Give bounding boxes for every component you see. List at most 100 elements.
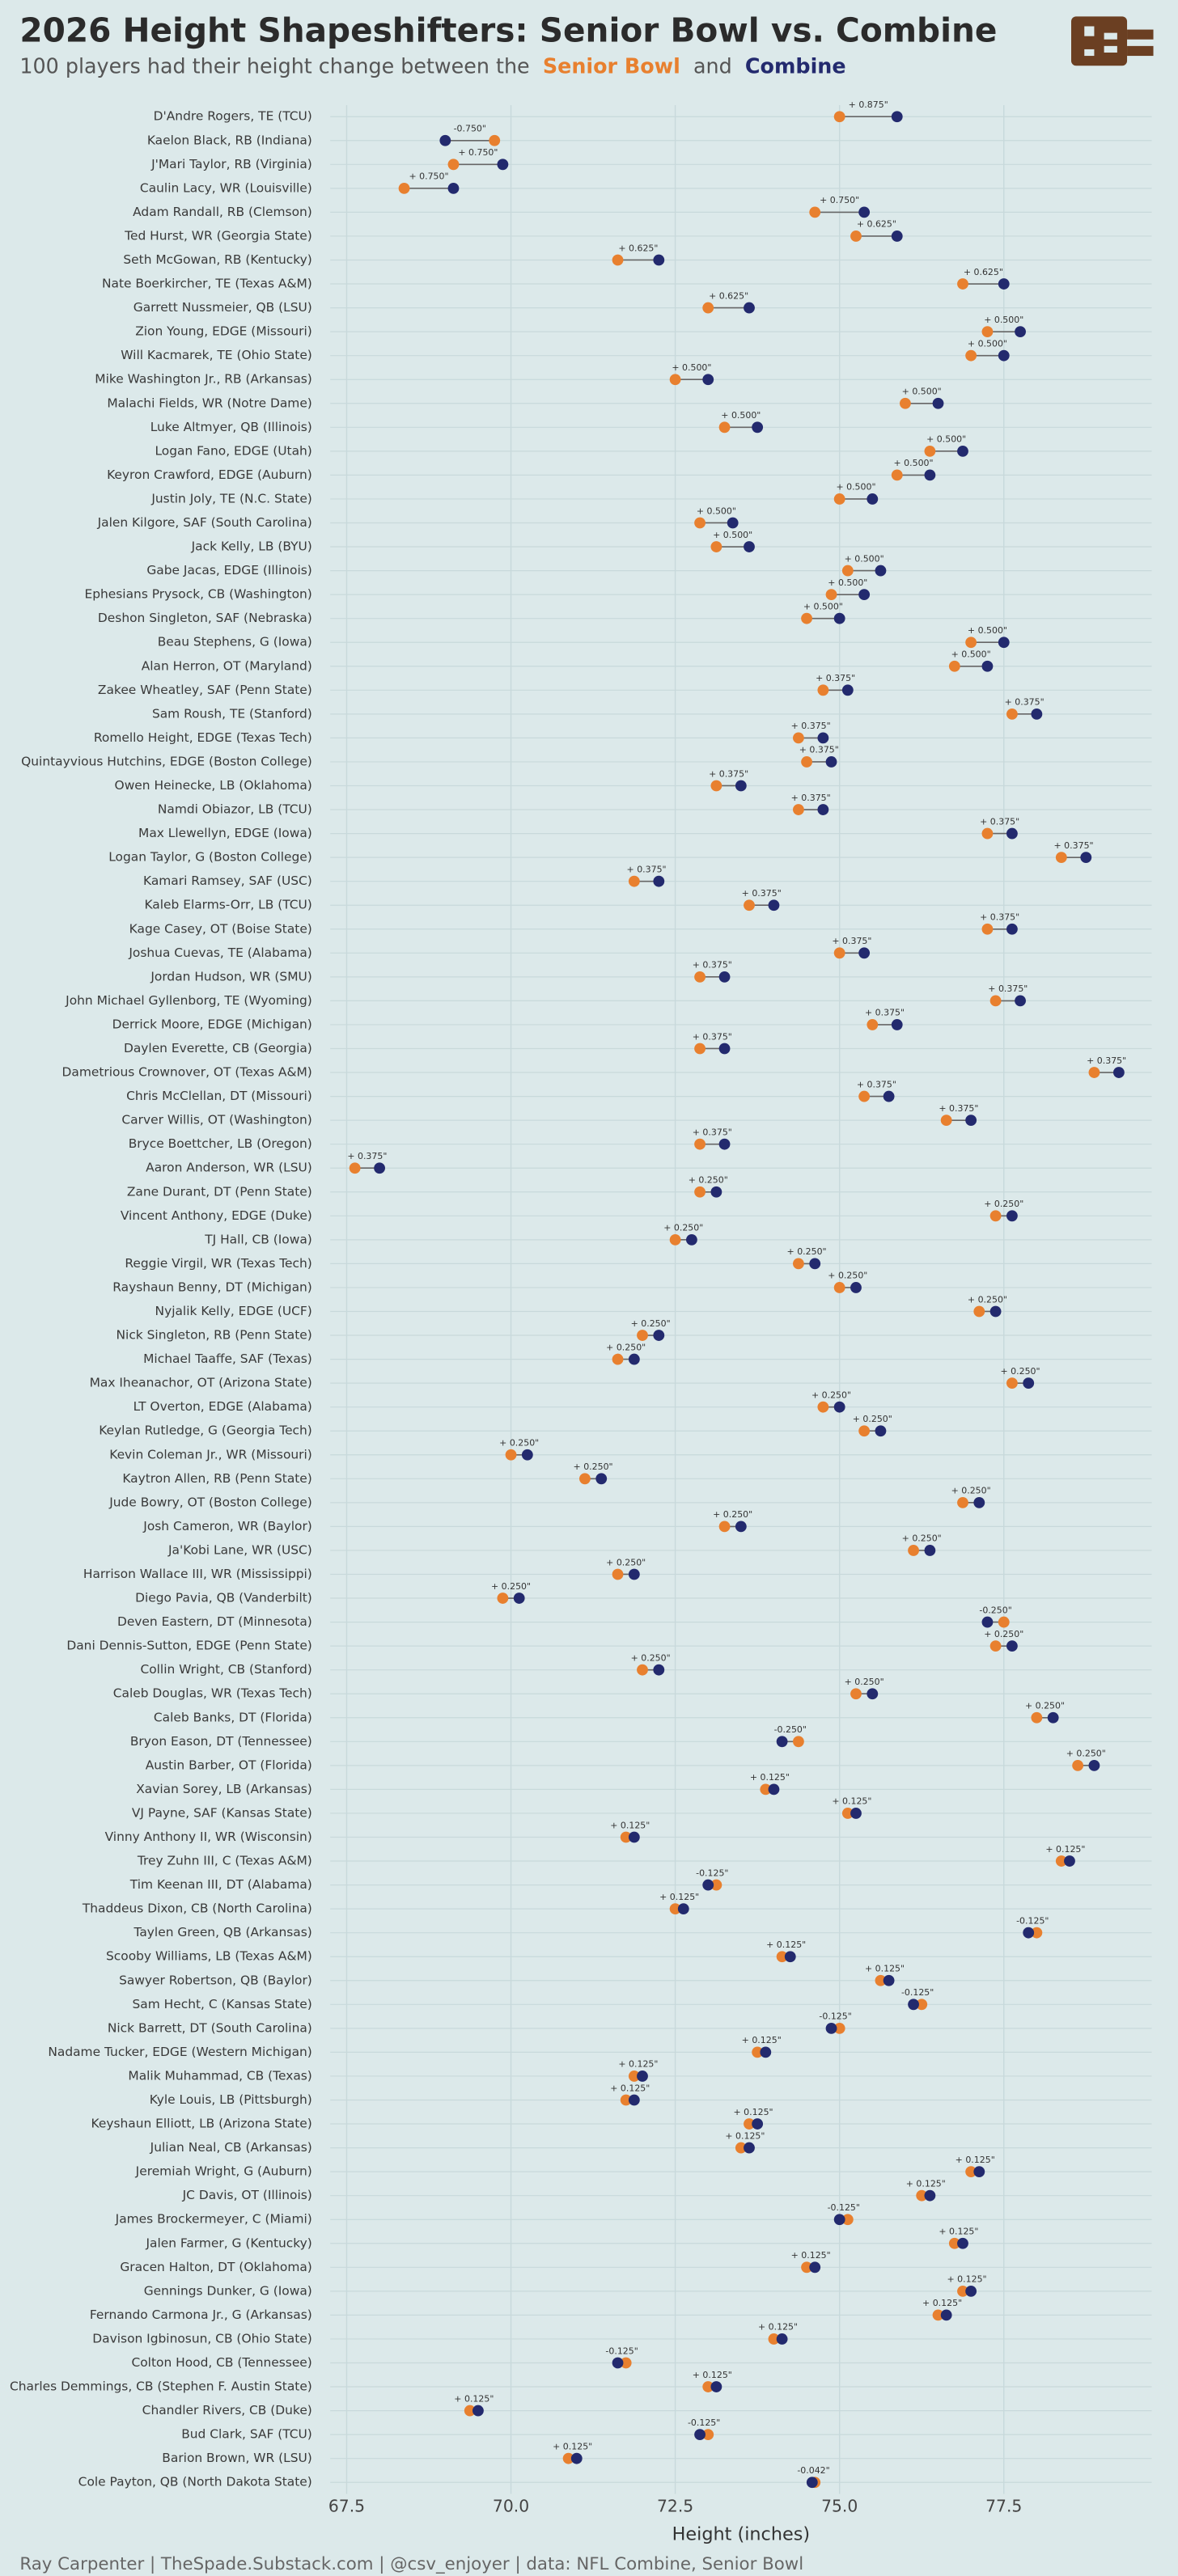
dot: [1055, 852, 1067, 864]
y-tick-label: Romello Height, EDGE (Texas Tech): [94, 730, 312, 745]
dot: [858, 1090, 871, 1102]
change-label: + 0.750": [409, 171, 448, 182]
y-tick-label: Justin Joly, TE (N.C. State): [150, 491, 311, 505]
change-label: + 0.375": [1087, 1055, 1126, 1066]
y-tick-label: Alan Herron, OT (Maryland): [142, 658, 312, 673]
y-tick-label: LT Overton, EDGE (Alabama): [133, 1399, 312, 1414]
y-tick-label: Logan Taylor, G (Boston College): [108, 850, 312, 865]
dot: [817, 732, 829, 744]
dot: [793, 804, 804, 815]
y-tick-label: Zion Young, EDGE (Missouri): [135, 324, 312, 339]
y-tick-label: Austin Barber, OT (Florida): [146, 1758, 312, 1772]
dot: [833, 947, 845, 959]
dot: [1088, 1759, 1100, 1771]
y-tick-label: Malachi Fields, WR (Notre Dame): [107, 395, 311, 410]
dot: [940, 1115, 952, 1127]
x-tick-label: 67.5: [328, 2497, 365, 2516]
dot: [833, 2022, 845, 2034]
dot: [694, 1043, 706, 1055]
dot: [752, 421, 764, 434]
change-label: + 0.250": [574, 1461, 613, 1472]
change-label: + 0.125": [832, 1796, 871, 1807]
y-tick-label: Sawyer Robertson, QB (Baylor): [119, 1973, 312, 1987]
legend-entry: Senior Bowl: [543, 53, 680, 78]
y-tick-label: Ted Hurst, WR (Georgia State): [124, 228, 312, 243]
change-label: + 0.125": [1045, 1844, 1085, 1855]
dot: [744, 2142, 755, 2154]
dot: [833, 1401, 845, 1413]
change-label: + 0.125": [693, 2370, 732, 2380]
y-tick-label: Joshua Cuevas, TE (Alabama): [128, 945, 311, 960]
y-tick-label: Ja'Kobi Lane, WR (USC): [167, 1542, 312, 1557]
dot: [1015, 995, 1026, 1007]
dot: [710, 2381, 722, 2392]
y-tick-label: Daylen Everette, CB (Georgia): [124, 1041, 312, 1055]
change-label: + 0.375": [693, 960, 732, 971]
dot: [957, 2285, 968, 2297]
dot: [612, 2357, 624, 2369]
change-label: + 0.375": [865, 1008, 905, 1018]
dot: [833, 2214, 845, 2226]
change-label: + 0.500": [672, 362, 711, 373]
dot: [809, 2261, 821, 2274]
dot: [957, 278, 968, 290]
dot: [694, 2429, 706, 2441]
change-label: + 0.500": [713, 530, 752, 540]
change-label: -0.750": [454, 124, 486, 134]
dot: [398, 182, 410, 194]
dot: [850, 231, 862, 242]
dot: [1112, 1067, 1125, 1078]
change-label: + 0.375": [832, 936, 871, 946]
change-label: + 0.375": [1005, 697, 1045, 708]
dot: [744, 302, 755, 314]
dot: [908, 1545, 919, 1556]
dot: [841, 684, 854, 696]
dot: [1080, 852, 1092, 864]
dot: [891, 1019, 903, 1030]
y-tick-label: Will Kacmarek, TE (Ohio State): [121, 348, 312, 362]
dot: [875, 1974, 887, 1986]
y-tick-label: Jude Bowry, OT (Boston College): [108, 1495, 312, 1509]
change-label: + 0.750": [458, 147, 498, 158]
dot: [965, 1115, 977, 1127]
dot: [825, 589, 837, 601]
change-label: -0.125": [688, 2417, 720, 2428]
legend-entry: Combine: [745, 53, 846, 78]
dot: [891, 111, 903, 123]
dot: [850, 1688, 862, 1700]
dot: [710, 541, 722, 552]
dot: [744, 541, 755, 552]
dot: [702, 2429, 714, 2441]
y-tick-label: Dametrious Crownover, OT (Texas A&M): [62, 1065, 312, 1080]
y-tick-label: Bud Clark, SAF (TCU): [181, 2427, 312, 2442]
y-tick-label: Julian Neal, CB (Arkansas): [150, 2140, 312, 2155]
dot: [981, 827, 994, 840]
dot: [653, 875, 665, 887]
logo: [1071, 16, 1154, 66]
y-tick-label: Jalen Farmer, G (Kentucky): [145, 2235, 311, 2250]
y-tick-label: Kaelon Black, RB (Indiana): [147, 133, 312, 147]
dot: [973, 1496, 985, 1508]
dot: [694, 1186, 706, 1198]
change-label: + 0.125": [758, 2322, 798, 2333]
dot: [702, 302, 714, 314]
plot-area: 67.5 70.0 72.5 75.0 77.5 D'Andre Rogers, TE (…: [10, 99, 1152, 2516]
y-tick-label: Logan Fano, EDGE (Utah): [155, 443, 311, 458]
dot: [1006, 923, 1018, 935]
dot: [718, 1043, 731, 1055]
dot: [562, 2452, 574, 2464]
dot: [628, 1831, 640, 1843]
y-tick-label: Ephesians Prysock, CB (Washington): [84, 587, 311, 602]
dot: [924, 2189, 936, 2202]
y-tick-label: Bryce Boettcher, LB (Oregon): [129, 1136, 312, 1151]
dot: [694, 971, 706, 983]
change-label: + 0.500": [984, 315, 1023, 325]
change-label: + 0.500": [926, 434, 966, 445]
dot: [1072, 1759, 1084, 1771]
y-tick-label: Colton Hood, CB (Tennessee): [131, 2355, 311, 2370]
dot: [677, 1903, 689, 1915]
change-label: + 0.500": [951, 649, 991, 660]
y-tick-label: Max Llewellyn, EDGE (Iowa): [138, 826, 312, 840]
change-label: + 0.250": [499, 1438, 539, 1449]
y-tick-label: Mike Washington Jr., RB (Arkansas): [95, 372, 312, 387]
